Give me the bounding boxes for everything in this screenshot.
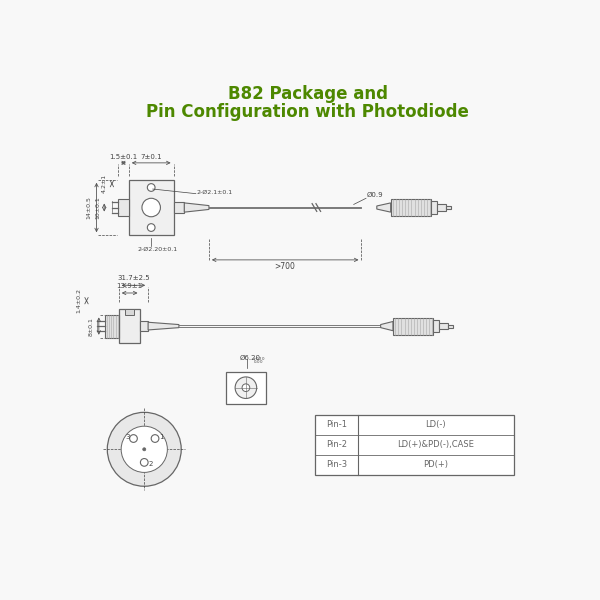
- Circle shape: [151, 434, 159, 442]
- Bar: [431, 202, 437, 214]
- Bar: [439, 323, 448, 329]
- Text: 2-Ø2.20±0.1: 2-Ø2.20±0.1: [137, 247, 178, 251]
- Text: $^{+0.20}_{\ 0.00}$: $^{+0.20}_{\ 0.00}$: [252, 355, 266, 366]
- Text: >700: >700: [275, 262, 296, 271]
- Text: Pin-3: Pin-3: [326, 460, 347, 469]
- Text: 10±0.1: 10±0.1: [95, 196, 101, 219]
- Polygon shape: [184, 203, 209, 212]
- Circle shape: [121, 426, 167, 472]
- Circle shape: [143, 448, 146, 451]
- Text: 1.5±0.1: 1.5±0.1: [109, 154, 137, 160]
- Text: Ø0.9: Ø0.9: [367, 192, 383, 198]
- Polygon shape: [380, 322, 393, 331]
- Text: PD(+): PD(+): [423, 460, 448, 469]
- Text: 1.4±0.2: 1.4±0.2: [76, 288, 82, 313]
- Circle shape: [142, 198, 160, 217]
- Bar: [129, 180, 173, 235]
- Bar: [125, 309, 134, 316]
- Polygon shape: [148, 322, 179, 330]
- Circle shape: [235, 377, 257, 398]
- Circle shape: [130, 434, 137, 442]
- Bar: [140, 322, 148, 331]
- Circle shape: [148, 184, 155, 191]
- Text: LD(-): LD(-): [425, 420, 446, 429]
- Text: 31.7±2.5: 31.7±2.5: [117, 275, 150, 281]
- Circle shape: [140, 458, 148, 466]
- Bar: [226, 371, 266, 404]
- Text: Pin-1: Pin-1: [326, 420, 347, 429]
- Bar: [105, 314, 119, 338]
- Text: Pin-2: Pin-2: [326, 440, 347, 449]
- Text: 7±0.1: 7±0.1: [140, 154, 162, 160]
- Bar: [119, 309, 140, 343]
- Polygon shape: [377, 203, 391, 212]
- Text: 2: 2: [148, 461, 152, 467]
- Bar: [433, 320, 439, 332]
- Circle shape: [148, 224, 155, 232]
- Text: 14±0.5: 14±0.5: [86, 196, 91, 219]
- Text: Ø6.20: Ø6.20: [240, 355, 261, 361]
- Text: 4.2±1: 4.2±1: [102, 174, 107, 193]
- Circle shape: [242, 384, 250, 392]
- Text: Pin Configuration with Photodiode: Pin Configuration with Photodiode: [146, 103, 469, 121]
- Text: 13.9±1: 13.9±1: [116, 283, 143, 289]
- Bar: [393, 317, 433, 335]
- Text: 1: 1: [159, 434, 163, 440]
- Text: 3: 3: [125, 434, 130, 440]
- Bar: [446, 206, 451, 209]
- Text: 8±0.1: 8±0.1: [89, 317, 94, 335]
- Bar: [448, 325, 453, 328]
- Bar: [118, 199, 129, 216]
- Text: 2-Ø2.1±0.1: 2-Ø2.1±0.1: [197, 190, 233, 194]
- Text: LD(+)&PD(-),CASE: LD(+)&PD(-),CASE: [397, 440, 474, 449]
- Circle shape: [107, 412, 181, 486]
- Text: B82 Package and: B82 Package and: [227, 85, 388, 103]
- Bar: [315, 415, 514, 475]
- Bar: [391, 199, 431, 216]
- Bar: [173, 202, 184, 213]
- Bar: [437, 205, 446, 211]
